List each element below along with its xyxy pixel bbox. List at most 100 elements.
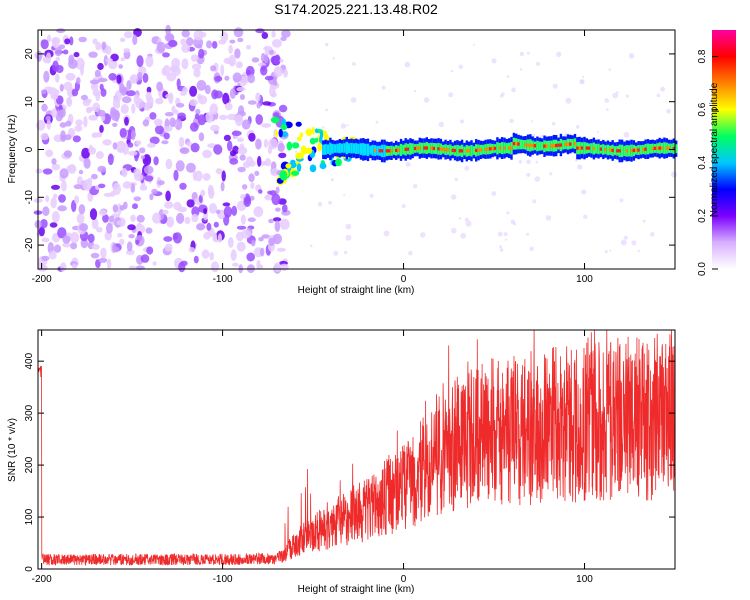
signal-band	[348, 143, 351, 154]
noise-blob	[165, 190, 171, 202]
snr-xlabel: Height of straight line (km)	[298, 584, 415, 595]
noise-blob	[43, 70, 50, 83]
signal-blob	[270, 116, 280, 124]
noise-speck	[526, 51, 530, 55]
noise-blob	[127, 224, 136, 231]
signal-peak	[578, 146, 581, 150]
noise-speck	[583, 214, 588, 219]
noise-blob	[83, 158, 91, 169]
noise-blob	[102, 214, 109, 223]
noise-blob	[55, 65, 64, 73]
snr-axis-ticks: -200 -100 0 100 0 100 200 300 400	[24, 330, 675, 585]
y-tick-label: -20	[24, 237, 35, 252]
signal-blob	[305, 147, 313, 155]
signal-band	[411, 143, 414, 154]
x-tick-label: -200	[32, 274, 52, 285]
noise-blob	[149, 112, 157, 120]
noise-blob	[51, 108, 58, 118]
signal-peak	[658, 146, 661, 150]
noise-blob	[228, 60, 235, 66]
noise-blob	[146, 246, 154, 255]
noise-blob	[96, 226, 103, 233]
signal-peak	[618, 149, 621, 153]
noise-blob	[73, 184, 82, 190]
noise-blob	[143, 102, 152, 111]
noise-speck	[450, 194, 457, 200]
noise-blob	[223, 206, 233, 218]
noise-speck	[497, 231, 503, 237]
noise-blob	[227, 237, 234, 248]
noise-speck	[619, 198, 624, 203]
noise-speck	[670, 171, 677, 178]
noise-blob	[257, 155, 262, 167]
noise-blob	[82, 99, 91, 107]
noise-speck	[575, 125, 580, 129]
noise-blob	[217, 233, 222, 243]
noise-blob	[186, 199, 195, 208]
signal-peak	[517, 142, 520, 146]
noise-blob	[50, 197, 57, 209]
noise-blob	[132, 34, 138, 46]
noise-blob	[58, 109, 64, 118]
noise-blob	[195, 108, 201, 115]
y-tick-label: 10	[24, 96, 35, 108]
noise-blob	[108, 73, 117, 81]
noise-speck	[581, 189, 587, 195]
signal-peak	[545, 144, 548, 148]
noise-speck	[464, 166, 470, 171]
signal-band	[500, 142, 504, 155]
noise-blob	[157, 180, 165, 186]
noise-speck	[345, 234, 352, 241]
noise-speck	[317, 202, 323, 207]
signal-peak	[413, 146, 417, 151]
noise-blob	[119, 238, 125, 246]
signal-band	[519, 139, 523, 150]
noise-speck	[660, 86, 666, 92]
noise-blob	[89, 79, 100, 85]
noise-blob	[116, 74, 122, 84]
noise-blob	[279, 218, 290, 230]
y-tick-label: 0	[24, 146, 35, 152]
noise-blob	[58, 44, 66, 50]
noise-blob	[41, 103, 48, 112]
noise-blob	[105, 45, 112, 55]
noise-blob	[184, 216, 191, 224]
noise-blob	[110, 190, 116, 197]
noise-blob	[114, 110, 120, 122]
noise-blob	[164, 201, 174, 209]
signal-band	[392, 146, 396, 155]
noise-blob	[72, 135, 81, 143]
signal-band	[333, 144, 337, 153]
noise-speck	[510, 219, 515, 224]
noise-blob	[58, 104, 63, 111]
noise-blob	[112, 142, 118, 150]
noise-blob	[271, 92, 277, 98]
noise-speck	[405, 161, 411, 167]
signal-band	[496, 142, 499, 155]
signal-peak	[423, 146, 426, 150]
noise-blob	[213, 221, 219, 228]
signal-band	[357, 143, 360, 154]
noise-blob	[162, 52, 170, 58]
noise-speck	[375, 120, 379, 124]
noise-blob	[174, 118, 183, 131]
noise-blob	[279, 263, 289, 271]
signal-peak	[484, 147, 487, 151]
signal-band	[366, 143, 370, 157]
signal-band	[562, 140, 565, 150]
noise-blob	[212, 232, 218, 242]
noise-blob	[69, 36, 74, 46]
noise-blob	[258, 189, 263, 194]
signal-peak	[524, 143, 527, 147]
signal-peak	[611, 148, 614, 153]
noise-blob	[178, 136, 185, 148]
noise-blob	[201, 249, 210, 259]
y-tick-label: 400	[24, 352, 35, 369]
noise-speck	[596, 131, 599, 134]
noise-blob	[248, 173, 255, 183]
noise-blob	[91, 244, 100, 250]
noise-blob	[121, 168, 128, 178]
noise-blob	[121, 96, 132, 104]
noise-speck	[450, 69, 453, 73]
noise-blob	[75, 119, 83, 126]
